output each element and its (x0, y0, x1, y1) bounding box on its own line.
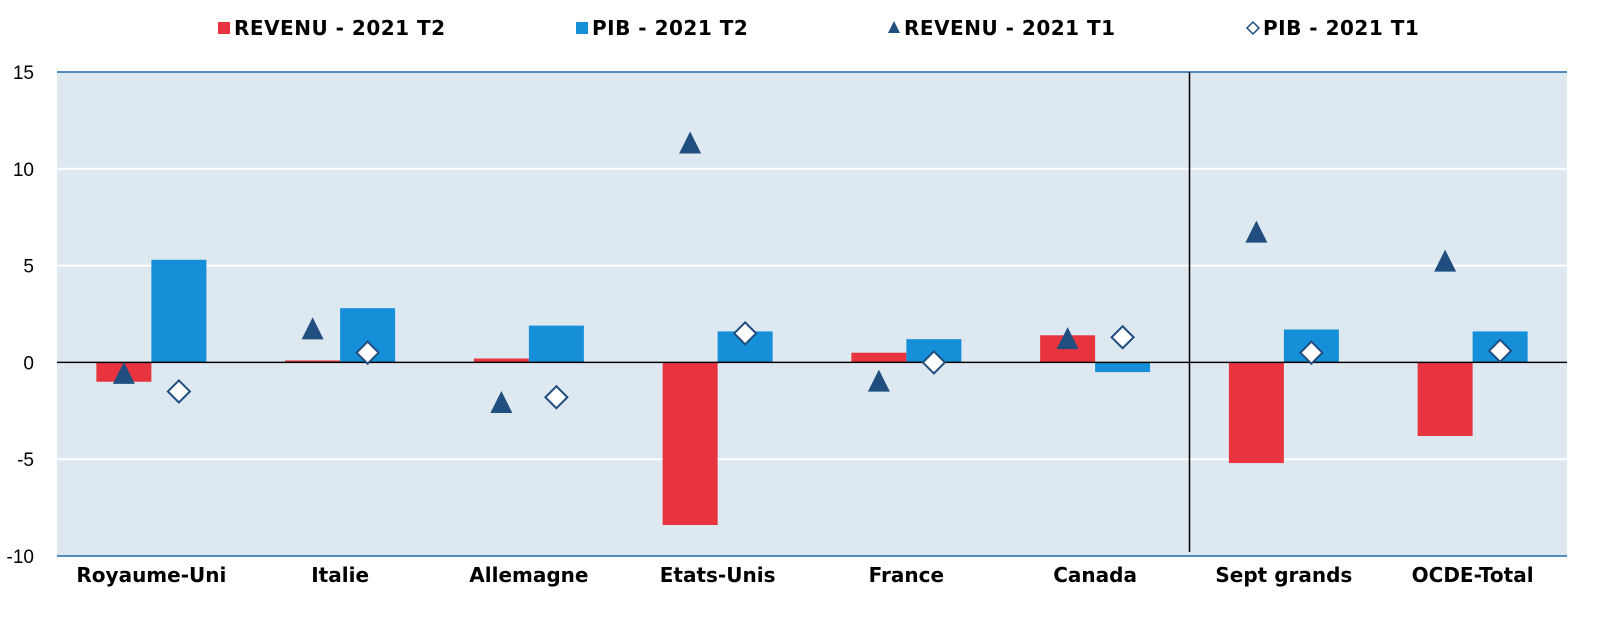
y-tick-label: 0 (23, 353, 34, 374)
bar (662, 362, 718, 526)
x-category-label: Allemagne (469, 563, 588, 587)
markers (112, 131, 1513, 413)
triangle-marker (1245, 220, 1268, 243)
triangle-marker (679, 131, 702, 154)
bar (851, 352, 907, 363)
triangle-marker (301, 317, 324, 340)
y-axis-ticks: -10 -5 0 5 10 15 (7, 63, 34, 568)
bar (285, 360, 341, 363)
x-category-label: OCDE-Total (1412, 563, 1534, 587)
x-category-label: Italie (311, 563, 369, 587)
triangle-marker (867, 369, 890, 392)
legend-label: REVENU - 2021 T1 (904, 16, 1116, 40)
bar (1417, 362, 1473, 436)
x-axis-labels: Royaume-Uni Italie Allemagne Etats-Unis Fran… (76, 563, 1533, 587)
bar (1095, 362, 1151, 373)
triangle-marker (490, 390, 513, 413)
plot-background (57, 72, 1567, 556)
bar (151, 259, 207, 363)
legend-diamond-icon (1245, 20, 1261, 36)
bar (473, 358, 529, 363)
y-tick-label: -5 (17, 450, 34, 471)
y-tick-label: 5 (23, 257, 34, 278)
triangle-marker (1434, 249, 1457, 272)
y-tick-label: 10 (13, 160, 34, 181)
diamond-marker (921, 349, 947, 375)
legend-swatch (218, 22, 230, 34)
diamond-marker (1110, 324, 1136, 350)
legend-label: REVENU - 2021 T2 (234, 16, 446, 40)
legend-label: PIB - 2021 T2 (592, 16, 748, 40)
legend-swatch (576, 22, 588, 34)
y-tick-label: 15 (13, 63, 34, 84)
legend: REVENU - 2021 T2 PIB - 2021 T2 REVENU - 20… (218, 16, 1419, 40)
triangle-marker (112, 361, 135, 384)
diamond-marker (543, 384, 569, 410)
diamond-marker (1487, 338, 1513, 364)
bars (96, 259, 1528, 526)
legend-triangle-icon (888, 21, 900, 33)
y-tick-label: -10 (7, 547, 34, 568)
legend-label: PIB - 2021 T1 (1263, 16, 1419, 40)
x-category-label: Sept grands (1215, 563, 1352, 587)
diamond-marker (166, 379, 192, 404)
triangle-marker (1056, 327, 1079, 350)
diamond-marker (732, 320, 758, 346)
diamond-marker (1298, 340, 1324, 366)
x-category-label: France (869, 563, 944, 587)
diamond-marker (355, 340, 381, 366)
bar (528, 325, 584, 363)
bar (1228, 362, 1284, 464)
x-category-label: Royaume-Uni (76, 563, 226, 587)
x-category-label: Canada (1053, 563, 1137, 587)
x-category-label: Etats-Unis (660, 563, 776, 587)
